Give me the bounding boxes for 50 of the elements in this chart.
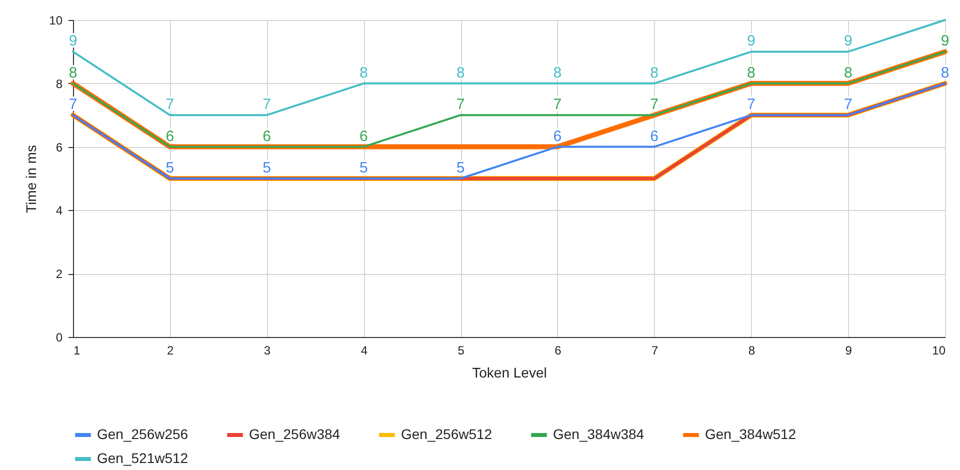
data-label: 6	[359, 128, 368, 145]
data-label: 5	[262, 160, 271, 176]
data-label: 8	[844, 64, 852, 82]
legend-label: Gen_521w512	[97, 450, 188, 466]
y-tick-label: 4	[56, 204, 63, 218]
legend-label: Gen_256w512	[401, 426, 492, 442]
data-label: 6	[553, 128, 562, 145]
y-axis-title: Time in ms	[23, 145, 40, 213]
y-tick-label: 0	[56, 330, 63, 344]
legend-label: Gen_256w256	[97, 426, 188, 442]
data-label: 7	[747, 96, 756, 114]
data-label: 6	[650, 128, 659, 145]
x-tick-label: 5	[458, 344, 465, 358]
y-tick-label: 10	[49, 14, 63, 28]
data-label: 7	[262, 96, 271, 114]
x-tick-label: 9	[845, 344, 852, 358]
data-label: 8	[650, 64, 659, 82]
x-tick-label: 8	[748, 344, 756, 358]
data-label: 5	[456, 160, 465, 176]
data-label: 8	[359, 64, 368, 82]
data-label: 8	[940, 64, 950, 82]
data-label: 6	[262, 128, 271, 145]
data-label: 8	[553, 64, 562, 82]
legend-label: Gen_384w512	[705, 426, 796, 442]
legend-label: Gen_256w384	[249, 426, 340, 442]
data-label: 9	[844, 32, 852, 50]
x-tick-label: 3	[264, 344, 271, 358]
data-label: 7	[553, 96, 562, 114]
data-label: 7	[650, 96, 659, 114]
y-tick-label: 2	[56, 267, 63, 282]
x-axis-title: Token Level	[472, 364, 547, 380]
data-label: 5	[359, 160, 368, 176]
data-label: 9	[747, 32, 756, 50]
data-label: 6	[166, 128, 174, 145]
x-tick-label: 6	[554, 344, 562, 358]
data-label: 7	[456, 96, 465, 114]
x-tick-label: 7	[651, 344, 658, 358]
x-tick-label: 1	[74, 344, 80, 358]
y-tick-label: 6	[56, 140, 63, 154]
data-label: 7	[166, 96, 174, 114]
x-tick-label: 10	[932, 344, 946, 358]
data-label: 5	[166, 160, 174, 176]
data-label: 8	[747, 64, 756, 82]
legend-label: Gen_384w384	[553, 426, 644, 442]
data-label: 8	[456, 64, 465, 82]
data-label: 9	[940, 32, 950, 50]
data-label: 7	[844, 96, 852, 114]
x-tick-label: 2	[167, 344, 174, 358]
x-tick-label: 4	[360, 344, 368, 358]
y-tick-label: 8	[56, 76, 63, 91]
